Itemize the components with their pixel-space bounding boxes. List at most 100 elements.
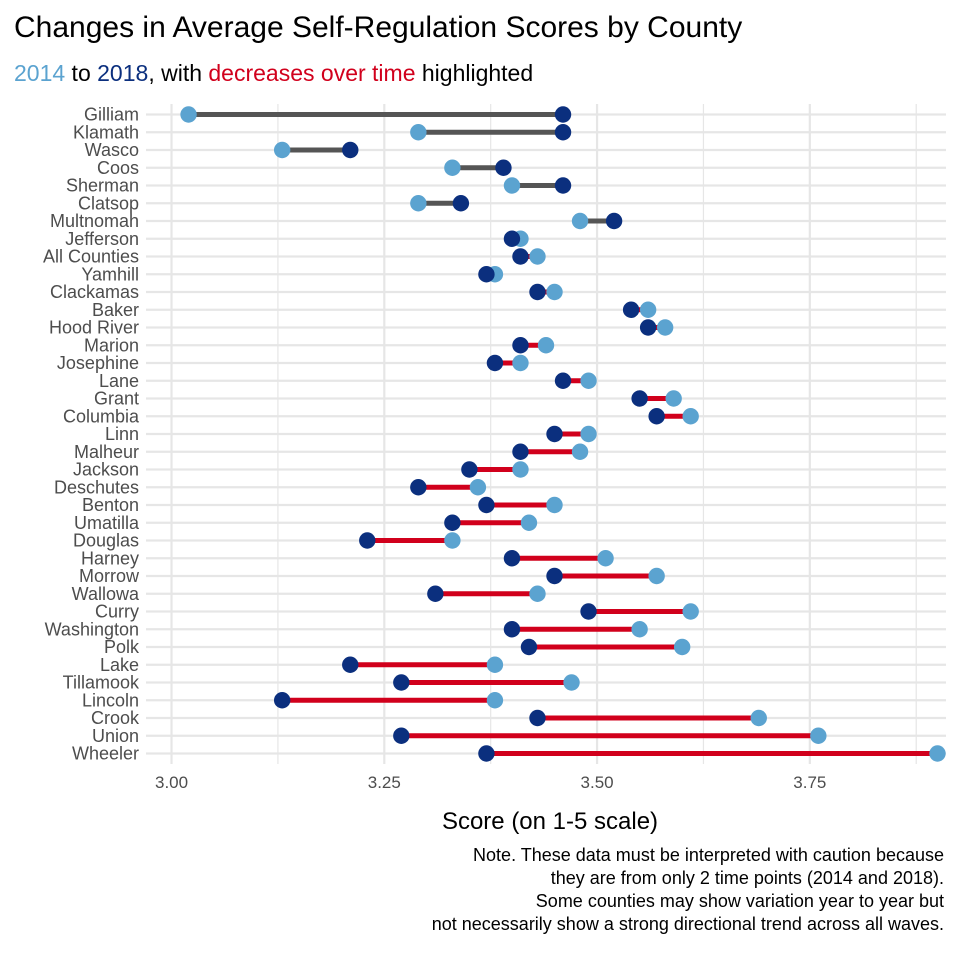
county-label: Curry [95,602,139,622]
point-2014 [682,603,699,620]
county-label: Clatsop [78,193,139,213]
point-2014 [503,177,521,194]
point-2014 [469,479,487,496]
point-2018 [393,727,410,744]
county-label: Wheeler [72,744,139,764]
county-label: Wasco [85,140,139,160]
point-2018 [495,159,512,176]
point-2014 [537,337,555,354]
point-2014 [810,727,827,744]
point-2018 [273,692,291,709]
point-2018 [342,141,359,159]
x-tick-label: 3.00 [155,773,188,792]
chart-title: Changes in Average Self-Regulation Score… [14,11,743,44]
county-label: Baker [92,300,139,320]
county-label: Morrow [79,566,140,586]
county-label: Hood River [49,318,139,338]
point-2014 [631,621,648,638]
point-2018 [512,248,529,265]
x-tick-label: 3.50 [581,773,614,792]
point-2014 [486,692,504,709]
point-2014 [180,106,197,123]
county-label: Douglas [73,531,139,551]
point-2014 [273,141,291,159]
point-2014 [665,390,682,407]
point-2014 [410,124,427,141]
county-label: Gilliam [84,105,139,125]
county-label: Malheur [74,442,139,462]
point-2014 [512,461,529,478]
point-2018 [546,425,563,443]
point-2018 [427,585,444,602]
point-2018 [410,479,427,496]
point-2018 [393,674,410,691]
county-label: Jefferson [65,229,139,249]
point-2018 [452,195,470,212]
point-2018 [554,124,572,141]
county-label: Tillamook [63,673,140,693]
county-label: Marion [84,335,139,355]
x-tick-label: 3.25 [368,773,401,792]
point-2018 [529,709,546,727]
point-2018 [512,443,529,460]
point-2014 [546,496,563,514]
x-axis-title: Score (on 1-5 scale) [442,808,658,835]
subtitle-to: to [65,60,98,86]
county-label: Multnomah [50,211,139,231]
county-label: Washington [45,619,139,639]
point-2018 [648,408,665,425]
subtitle-start-year: 2014 [14,60,66,86]
county-label: Polk [104,637,140,657]
point-2018 [342,656,359,673]
grid-layer [146,104,946,764]
county-label: Crook [91,708,140,728]
point-2018 [478,266,495,283]
point-2014 [571,443,589,460]
point-2014 [639,301,657,318]
county-label: Lincoln [82,690,139,710]
point-2018 [529,283,546,301]
point-layer [180,106,946,762]
county-label: Lake [100,655,139,675]
county-label: Yamhill [81,264,139,284]
point-2018 [554,372,572,389]
point-2018 [486,354,504,372]
point-2014 [529,248,546,265]
point-2018 [503,621,521,638]
point-2018 [546,567,563,585]
point-2014 [444,532,461,549]
point-2018 [580,603,597,620]
county-label: Benton [82,495,139,515]
point-2014 [580,425,597,443]
point-2018 [605,212,623,230]
point-2014 [673,638,691,656]
point-2018 [520,638,538,656]
county-label: Sherman [66,176,139,196]
county-label: Columbia [63,406,140,426]
point-2018 [461,461,478,478]
footnote: Note. These data must be interpreted wit… [244,844,944,936]
point-2014 [656,319,674,336]
subtitle-highlight: decreases over time [208,60,416,86]
chart-subtitle: 2014 to 2018, with decreases over time h… [14,56,533,90]
county-label: Umatilla [74,513,140,533]
point-2018 [503,230,521,247]
point-2018 [554,177,572,194]
point-2014 [929,745,946,762]
subtitle-end-year: 2018 [97,60,149,86]
footnote-line: not necessarily show a strong directiona… [431,914,944,934]
county-label: Grant [94,389,139,409]
point-2014 [563,674,580,691]
point-2014 [648,567,665,585]
county-label: Harney [81,548,139,568]
point-2014 [597,550,614,567]
county-label: Linn [105,424,139,444]
subtitle-highlighted: highlighted [415,60,534,86]
county-label: Jackson [73,460,139,480]
point-2014 [486,656,504,673]
point-2014 [546,283,563,301]
point-2014 [410,195,427,212]
county-label: Coos [97,158,139,178]
point-2014 [750,709,767,727]
point-2014 [529,585,546,602]
